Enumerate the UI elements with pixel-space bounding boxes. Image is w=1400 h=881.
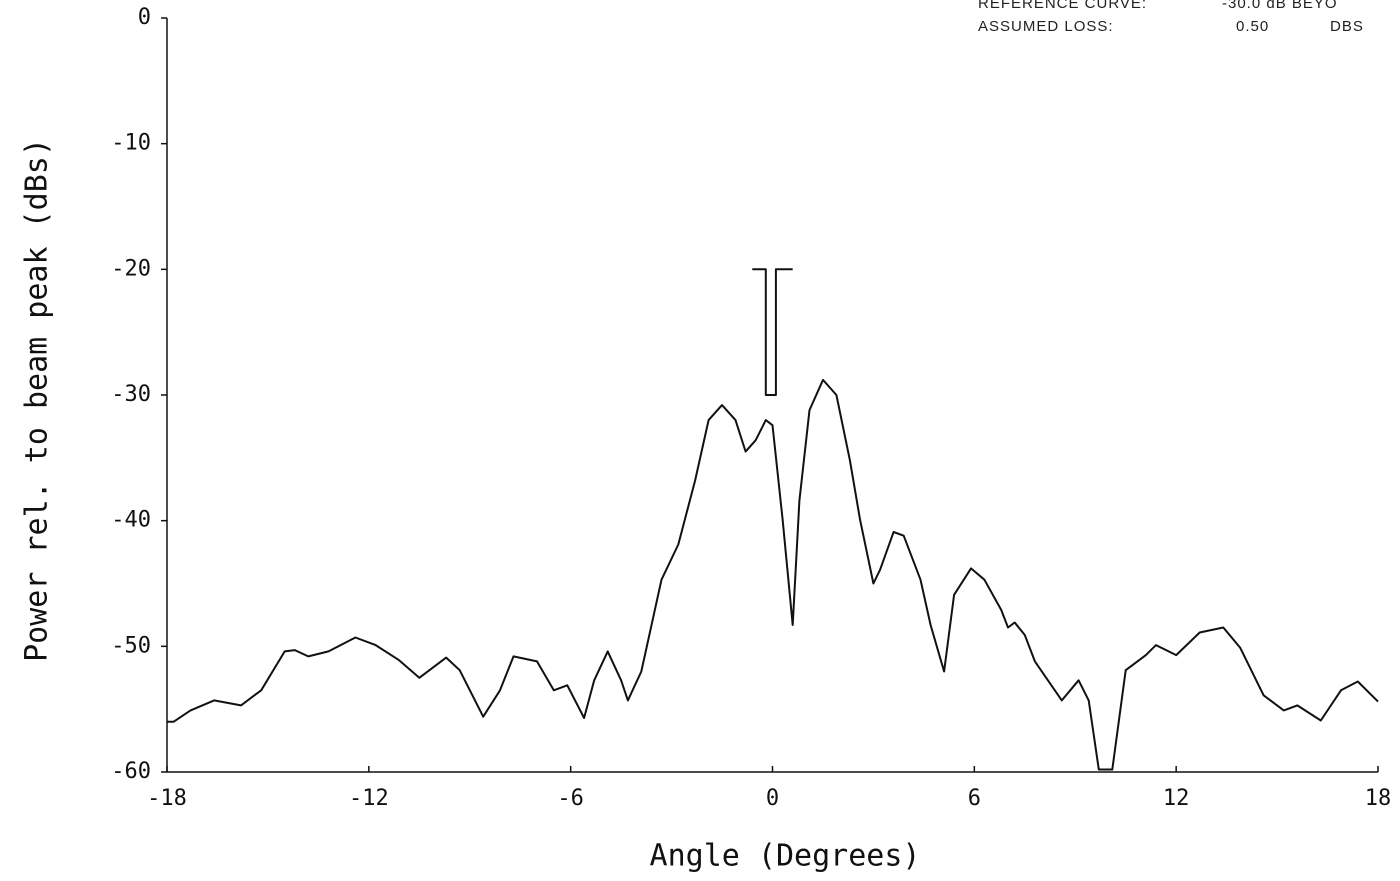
annotation: ASSUMED LOSS: xyxy=(978,18,1114,35)
x-axis-title: Angle (Degrees) xyxy=(650,839,921,874)
y-tick-label: -30 xyxy=(111,382,151,407)
data-line xyxy=(167,378,1379,771)
x-tick-label: 18 xyxy=(1365,786,1392,811)
annotation: 0.50 xyxy=(1236,18,1269,35)
y-tick-label: 0 xyxy=(138,5,151,30)
x-tick-label: 0 xyxy=(766,786,779,811)
x-tick-label: -12 xyxy=(349,786,389,811)
reference-curve xyxy=(752,268,793,396)
annotation: -30.0 dB BEYO xyxy=(1222,0,1338,12)
y-tick-label: -60 xyxy=(111,759,151,784)
y-tick-label: -10 xyxy=(111,131,151,156)
y-tick-label: -40 xyxy=(111,508,151,533)
x-tick-label: -18 xyxy=(147,786,187,811)
annotation: REFERENCE CURVE: xyxy=(978,0,1147,12)
y-tick-label: -50 xyxy=(111,633,151,658)
y-tick-label: -20 xyxy=(111,256,151,281)
y-axis-title: Power rel. to beam peak (dBs) xyxy=(20,138,55,662)
x-tick-label: 6 xyxy=(968,786,981,811)
x-tick-label: -6 xyxy=(557,786,584,811)
annotation: DBS xyxy=(1330,18,1364,35)
x-tick-label: 12 xyxy=(1163,786,1190,811)
